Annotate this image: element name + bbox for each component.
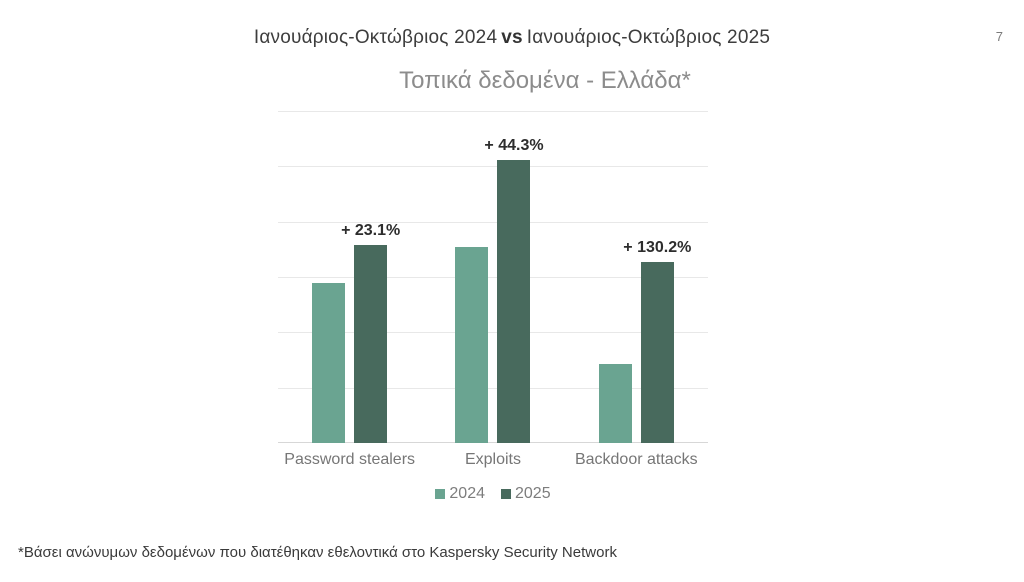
slide-title-part-2025: Ιανουάριος-Οκτώβριος 2025 — [526, 27, 771, 48]
bar-2025-backdoor-attacks: + 130.2% — [623, 239, 691, 443]
gridline — [278, 277, 708, 278]
change-label-exploits: + 44.3% — [484, 136, 544, 154]
bar-2025-exploits: + 44.3% — [484, 137, 544, 443]
bar-2024-backdoor-attacks — [598, 364, 632, 443]
bar-2025-password-stealers: + 23.1% — [341, 222, 400, 443]
legend-item-2024: 2024 — [435, 485, 485, 503]
bar-group-backdoor-attacks: + 130.2% — [565, 111, 708, 443]
legend-swatch-2024 — [435, 489, 446, 499]
x-axis-line — [278, 442, 708, 443]
x-axis-label-password-stealers: Password stealers — [284, 451, 416, 468]
x-axis-label-exploits: Exploits — [464, 451, 521, 468]
gridline — [278, 332, 708, 334]
change-label-password-stealers: + 23.1% — [341, 222, 401, 240]
gridline — [278, 221, 708, 223]
footnote: *Βάσει ανώνυμων δεδομένων που διατέθηκαν… — [18, 544, 617, 561]
legend-swatch-2025 — [501, 489, 511, 499]
gridline — [278, 387, 708, 389]
legend-label-2024: 2024 — [449, 485, 485, 502]
bar-group-password-stealers: + 23.1% — [278, 111, 421, 443]
chart-title: Τοπικά δεδομένα - Ελλάδα* — [399, 67, 691, 94]
legend-item-2025: 2025 — [501, 485, 551, 503]
slide-title-part-2024: Ιανουάριος-Οκτώβριος 2024 — [253, 27, 498, 48]
slide-title: Ιανουάριος-Οκτώβριος 2024 vs Ιανουάριος-Οκ… — [0, 27, 1024, 49]
bar-2024-exploits — [455, 246, 489, 443]
legend-label-2025: 2025 — [515, 485, 551, 502]
gridline — [278, 111, 708, 112]
bar-chart: + 23.1% + 44.3% + 130.2% Password stealers… — [278, 111, 708, 503]
bar-groups: + 23.1% + 44.3% + 130.2% — [278, 111, 708, 443]
x-axis-labels: Password stealers Exploits Backdoor attack… — [278, 451, 708, 469]
bar-group-exploits: + 44.3% — [421, 111, 564, 443]
x-axis-label-backdoor-attacks: Backdoor attacks — [574, 451, 698, 468]
page-number: 7 — [995, 29, 1003, 44]
gridline — [278, 166, 708, 168]
plot-area: + 23.1% + 44.3% + 130.2% — [278, 111, 708, 443]
bar-2024-password-stealers — [312, 282, 346, 443]
legend: 2024 2025 — [278, 485, 708, 503]
change-label-backdoor-attacks: + 130.2% — [623, 239, 692, 257]
slide-title-vs: vs — [501, 27, 523, 48]
